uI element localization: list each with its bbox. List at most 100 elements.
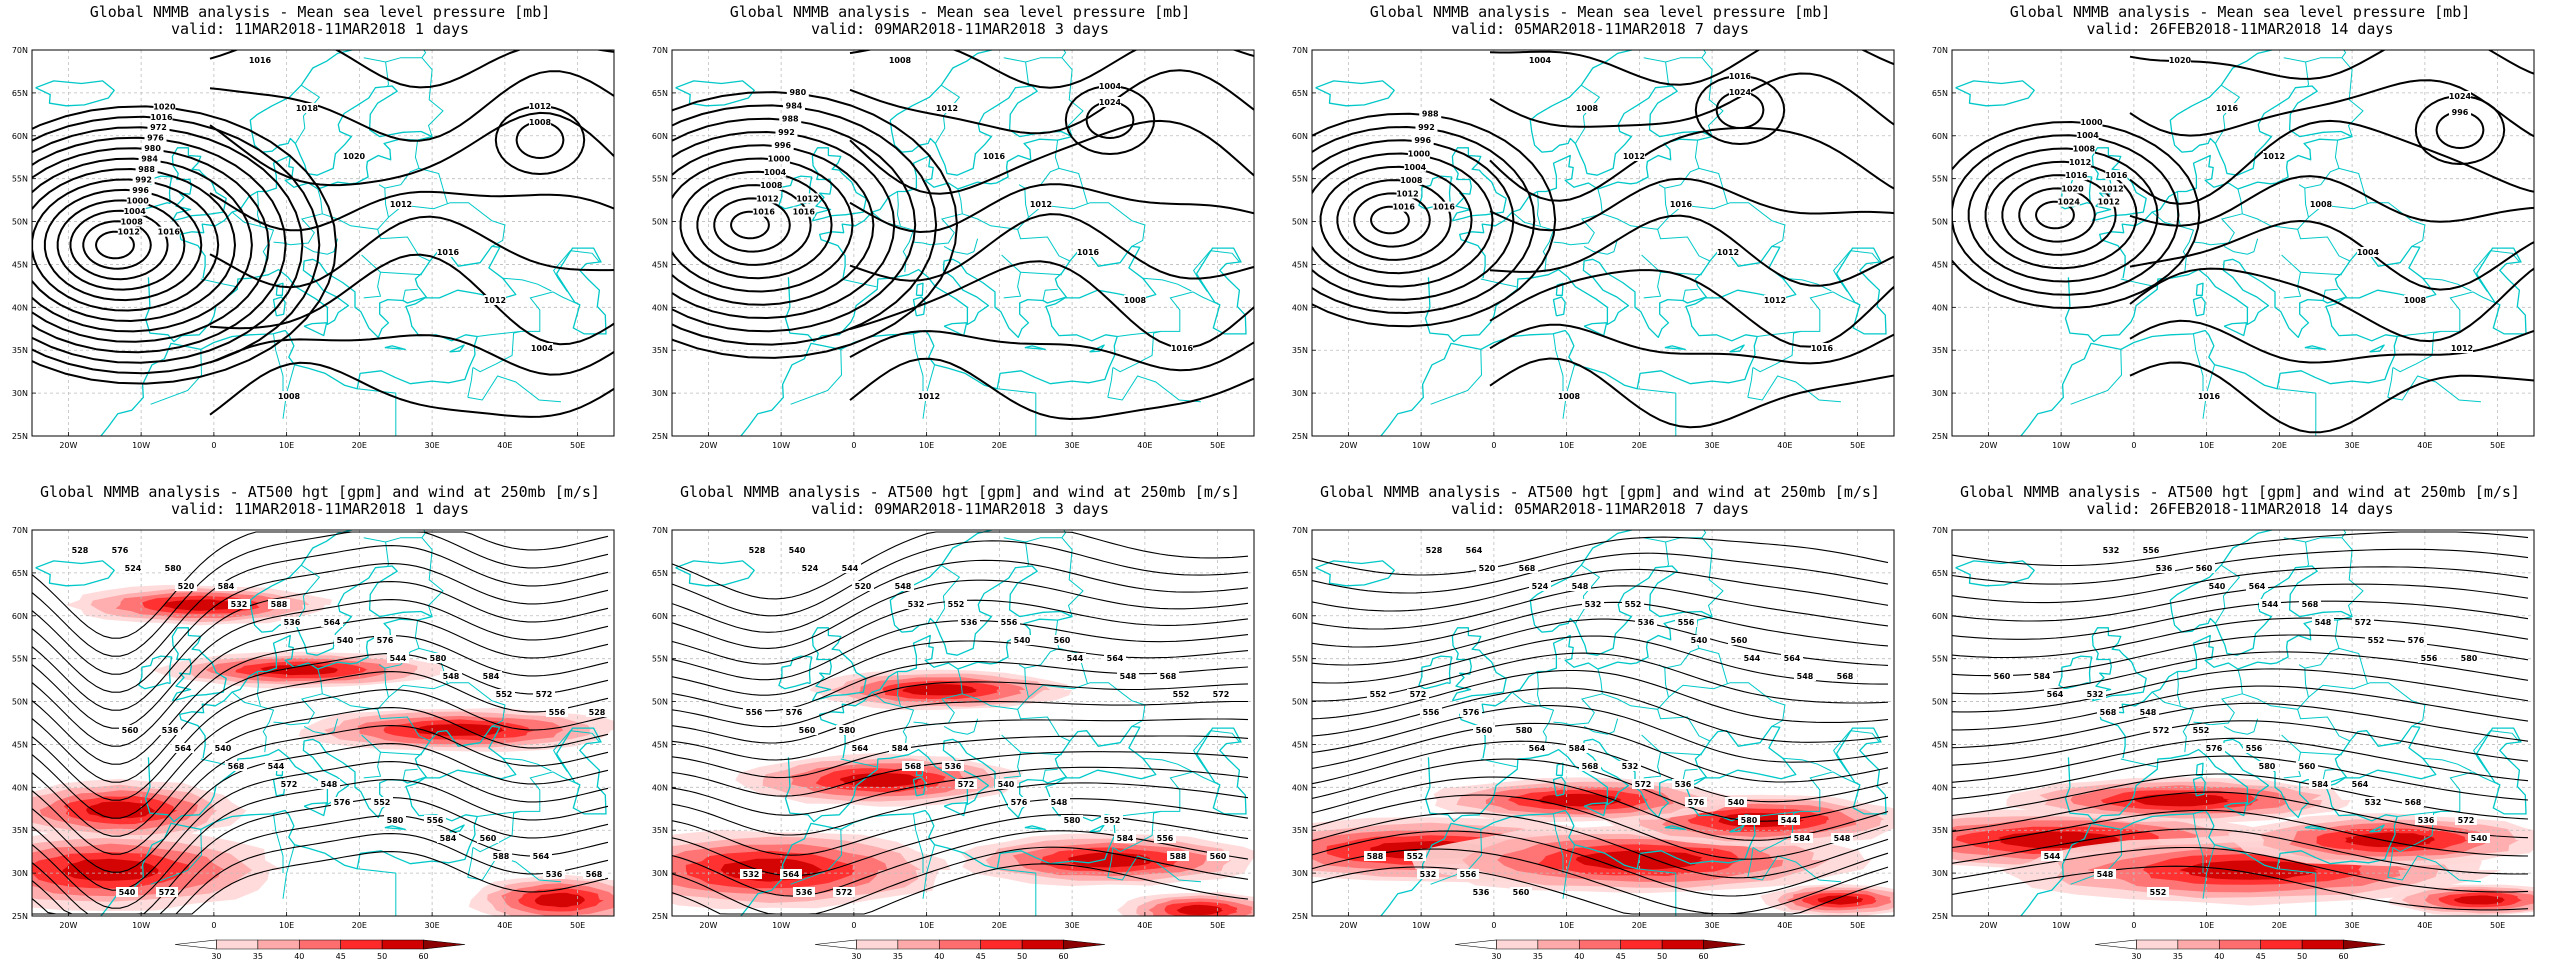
contour-label: 1008: [1124, 296, 1147, 305]
coastline: [2192, 296, 2206, 317]
map-area: 1016 1012 1008 1004 1000 996 992 988 1024 1016 100…: [1312, 50, 1894, 436]
contour-label: 556: [746, 708, 763, 717]
contour-label: 544: [842, 564, 859, 573]
contour-label-bg: [767, 153, 790, 164]
contour-label: 580: [1516, 726, 1533, 735]
country-border: [1511, 691, 1555, 753]
longitude-label: 0: [211, 921, 216, 930]
contour-label: 988: [138, 165, 155, 174]
country-border: [2202, 844, 2216, 899]
latitude-label: 25N: [652, 432, 668, 441]
panel-title: Global NMMB analysis - AT500 hgt [gpm] a…: [1960, 483, 2520, 501]
longitude-label: 10W: [772, 921, 790, 930]
country-border: [1641, 734, 1662, 779]
longitude-label: 30E: [1705, 921, 1720, 930]
country-border: [1001, 734, 1022, 779]
contour-label: 556: [2421, 654, 2438, 663]
contour-label: 564: [2249, 582, 2266, 591]
contour-label: 552: [2193, 726, 2210, 735]
coastline: [2058, 655, 2093, 690]
isobar: [209, 361, 614, 418]
contour-label-bg: [1114, 833, 1136, 843]
contour-label: 1016: [1077, 248, 1100, 257]
contour-label: 540: [119, 888, 136, 897]
contour-label: 552: [374, 798, 391, 807]
contour-label: 536: [284, 618, 301, 627]
contour-label-bg: [958, 617, 980, 627]
contour-label: 1024: [2449, 92, 2472, 101]
country-border: [2422, 277, 2472, 292]
coastline: [1664, 825, 1686, 831]
contour-label-bg: [529, 101, 551, 111]
isobar: [2129, 175, 2534, 227]
coastline: [1431, 521, 1436, 523]
country-border: [1682, 288, 1698, 301]
latitude-label: 40N: [12, 303, 28, 312]
coastline: [1552, 776, 1566, 797]
contour-label: 580: [839, 726, 856, 735]
contour-label: 564: [533, 852, 550, 861]
contour-label: 564: [1784, 654, 1801, 663]
country-border: [1553, 668, 1603, 726]
contour-label-bg: [1778, 815, 1800, 825]
contour-label-bg: [126, 195, 149, 206]
contour-label-bg: [2065, 170, 2088, 181]
country-border: [1017, 709, 1071, 742]
longitude-label: 40E: [2417, 441, 2432, 450]
country-border: [552, 250, 600, 293]
country-border: [1536, 671, 1541, 706]
colorbar-swatch: [174, 939, 217, 950]
contour-label: 584: [1117, 834, 1134, 843]
contour-label: 540: [998, 780, 1015, 789]
country-border: [2305, 61, 2310, 87]
contour-label-bg: [278, 779, 300, 789]
country-border: [1430, 349, 1483, 405]
contour-label: 568: [1519, 564, 1536, 573]
latitude-label: 50N: [1292, 698, 1308, 707]
height-contour: [1312, 585, 1889, 630]
caspian-sea-coast: [1835, 247, 1887, 335]
contour-label: 1008: [2404, 296, 2427, 305]
coastline: [1955, 80, 2035, 107]
contour-label-bg: [1460, 707, 1482, 717]
coastline: [138, 655, 173, 690]
contour-label: 580: [2461, 654, 2478, 663]
contour-label: 572: [836, 888, 853, 897]
longitude-label: 10E: [279, 921, 294, 930]
contour-label-bg: [756, 193, 779, 204]
contour-label: 532: [908, 600, 925, 609]
contour-label: 576: [334, 798, 351, 807]
country-border: [2242, 664, 2310, 710]
contour-label-bg: [1670, 199, 1692, 209]
contour-label: 540: [789, 546, 806, 555]
latitude-label: 40N: [1932, 303, 1948, 312]
coastline: [943, 322, 968, 337]
colorbar-label: 60: [2338, 952, 2348, 960]
contour-label-bg: [109, 545, 131, 555]
contour-label-bg: [1117, 671, 1139, 681]
contour-label: 536: [945, 762, 962, 771]
latitude-label: 35N: [12, 346, 28, 355]
contour-label: 1008: [2310, 200, 2333, 209]
height-contour: [1312, 794, 1889, 860]
contour-label: 540: [2471, 834, 2488, 843]
contour-label: 520: [1479, 564, 1496, 573]
contour-label-bg: [983, 151, 1005, 161]
contour-label: 568: [2100, 708, 2117, 717]
contour-label-bg: [746, 545, 768, 555]
contour-label-bg: [331, 797, 353, 807]
contour-label-bg: [1831, 833, 1853, 843]
longitude-label: 20W: [1979, 441, 1997, 450]
contour-label-bg: [849, 743, 871, 753]
country-border: [363, 537, 422, 543]
coastline: [275, 282, 284, 296]
country-border: [388, 202, 506, 247]
contour-label-bg: [1411, 135, 1434, 146]
country-border: [1752, 810, 1802, 853]
country-border: [361, 734, 382, 779]
colorbar-swatch: [423, 939, 466, 950]
contour-label: 1016: [437, 248, 460, 257]
contour-label-bg: [780, 869, 802, 879]
contour-label-bg: [2449, 107, 2471, 117]
height-contour: [32, 563, 609, 693]
